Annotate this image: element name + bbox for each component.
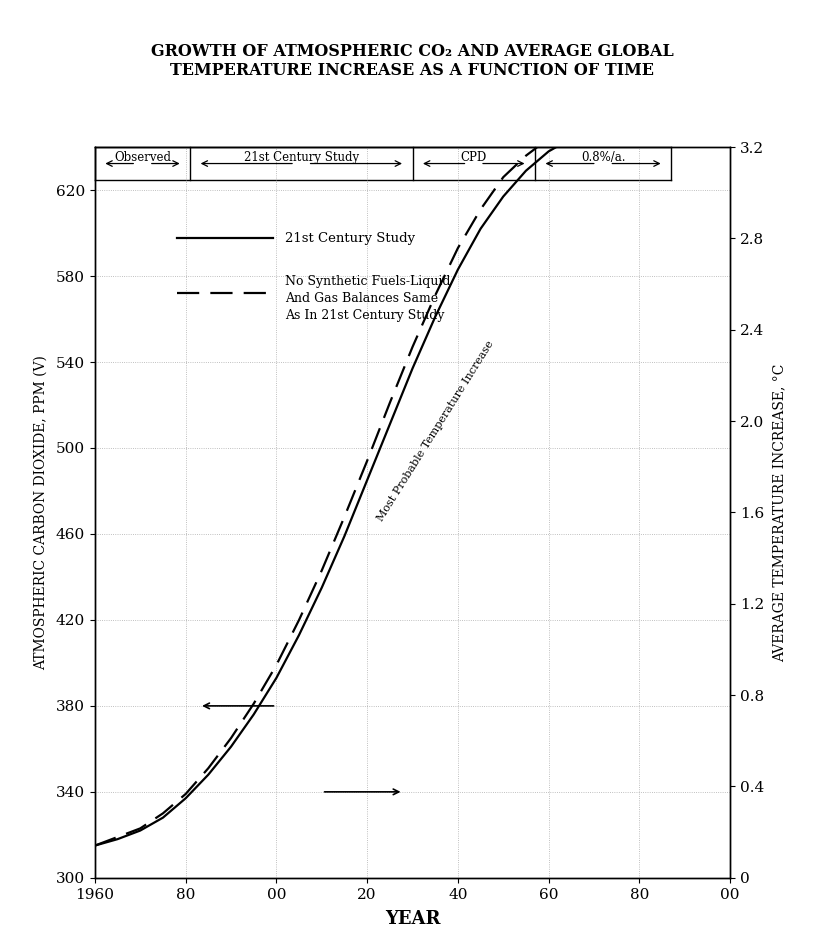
Y-axis label: AVERAGE TEMPERATURE INCREASE, °C: AVERAGE TEMPERATURE INCREASE, °C <box>772 363 786 661</box>
Text: GROWTH OF ATMOSPHERIC CO₂ AND AVERAGE GLOBAL
TEMPERATURE INCREASE AS A FUNCTION : GROWTH OF ATMOSPHERIC CO₂ AND AVERAGE GL… <box>151 43 674 80</box>
Text: No Synthetic Fuels-Liquid
And Gas Balances Same
As In 21st Century Study: No Synthetic Fuels-Liquid And Gas Balanc… <box>285 275 451 322</box>
Text: Most Probable Temperature Increase: Most Probable Temperature Increase <box>375 339 495 523</box>
Y-axis label: ATMOSPHERIC CARBON DIOXIDE, PPM (V): ATMOSPHERIC CARBON DIOXIDE, PPM (V) <box>34 355 48 670</box>
Text: 21st Century Study: 21st Century Study <box>285 232 416 245</box>
Text: Observed: Observed <box>114 151 171 164</box>
Text: 0.8%/a.: 0.8%/a. <box>581 151 625 164</box>
X-axis label: YEAR: YEAR <box>384 910 441 928</box>
Text: CPD: CPD <box>460 151 487 164</box>
Text: 21st Century Study: 21st Century Study <box>243 151 359 164</box>
